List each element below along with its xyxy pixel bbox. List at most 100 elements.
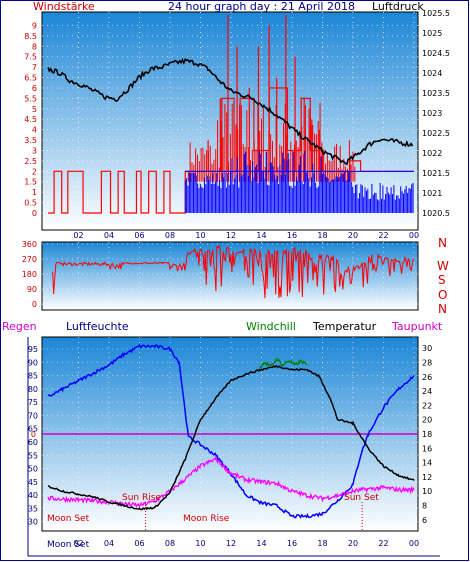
temperature-tick-label: 30 [422,344,432,353]
wind-tick-label: 0 [32,209,37,218]
layer-wind-pressure: 00.511.522.533.544.555.566.577.588.59102… [24,9,450,240]
humidity-tick-label: 60 [28,438,38,447]
temperature-tick-label: 6 [422,516,427,525]
temperature-tick-label: 10 [422,487,432,496]
hour-tick-label: 18 [317,231,327,240]
hour-tick-label-bottom: 06 [134,539,144,548]
hour-tick-label: 04 [104,231,114,240]
wind-tick-label: 8 [32,42,37,51]
wind-tick-label: 5 [32,105,37,114]
wind-gust-line [48,87,414,214]
hour-tick-label-bottom: 04 [104,539,114,548]
hour-tick-label-bottom: 00 [409,539,419,548]
header-wind-label: Windstärke [33,0,95,13]
temperatur-label: Temperatur [312,320,377,333]
humidity-tick-label: 95 [28,345,38,354]
pressure-tick-label: 1023.5 [422,89,450,98]
dir-tick-label: 180 [22,270,37,279]
wind-tick-label: 1 [32,188,37,197]
wind-tick-label: 9 [32,21,37,30]
dir-tick-label: 0 [32,300,37,309]
humidity-tick-label: 65 [28,425,38,434]
panel-wind-pressure [41,11,419,231]
humidity-tick-label: 90 [28,358,38,367]
temperature-tick-label: 20 [422,416,432,425]
humidity-tick-label: 85 [28,372,38,381]
regen-label: Regen [2,320,37,333]
pressure-tick-label: 1022 [422,149,442,158]
humidity-tick-label: 75 [28,398,38,407]
header-title: 24 hour graph day : 21 April 2018 [168,0,355,13]
hour-tick-label-bottom: 10 [195,539,205,548]
wind-tick-label: 6.5 [24,74,37,83]
dir-label-w: W [437,259,449,273]
wind-tick-label: 0.5 [24,199,37,208]
moon-set-bottom-label: Moon Set [47,540,90,550]
dir-label-s: S [438,273,446,287]
temperature-line [47,364,415,511]
dir-tick-label: 270 [22,255,37,264]
hour-tick-label-bottom: 22 [378,539,388,548]
hour-tick-label-bottom: 12 [226,539,236,548]
sun-rise-label: Sun Rise [122,493,161,503]
wind-average-bars [184,150,414,213]
hour-tick-label-bottom: 20 [348,539,358,548]
hour-tick-label: 22 [378,231,388,240]
hour-tick-label-bottom: 08 [165,539,175,548]
taupunkt-label: Taupunkt [391,320,443,333]
hour-tick-label: 10 [195,231,205,240]
temperature-tick-label: 26 [422,373,432,382]
wind-tick-label: 4.5 [24,115,37,124]
wind-tick-label: 7 [32,63,37,72]
dir-label-o: O [438,288,447,302]
dir-tick-label: 360 [22,240,37,249]
layer-temp-humidity: 30 35 40 45 50 55 60 65 70 75 80 85 90 95 6 8 10 12 14 16 18… [28,337,432,548]
pressure-tick-label: 1025 [422,29,442,38]
hour-tick-label-bottom: 16 [287,539,297,548]
hour-tick-label: 12 [226,231,236,240]
hour-tick-label-bottom: 14 [256,539,266,548]
moon-set-label: Moon Set [47,514,90,524]
hour-tick-label: 02 [73,231,83,240]
pressure-tick-label: 1024.5 [422,49,450,58]
panel-wind-direction [41,241,419,311]
dewpoint-line [47,455,415,509]
pressure-line [47,57,414,166]
humidity-tick-label: 35 [28,504,38,513]
pressure-tick-label: 1023 [422,109,442,118]
layer-wind-direction: 0 90 180 270 360 [22,240,418,310]
pressure-tick-label: 1024 [422,69,442,78]
humidity-tick-label: 30 [28,518,38,527]
hour-tick-label: 00 [409,231,419,240]
wind-direction-line [52,244,414,299]
temperature-tick-label: 22 [422,401,432,410]
temperature-tick-label: 28 [422,358,432,367]
rain-tick-label: 0 [31,430,36,439]
wind-gust-dense [187,102,356,182]
windchill-label: Windchill [246,320,296,333]
hour-tick-label: 20 [348,231,358,240]
pressure-tick-label: 1020.5 [422,209,450,218]
hour-tick-label: 14 [256,231,266,240]
humidity-tick-label: 45 [28,478,38,487]
temperature-tick-label: 24 [422,387,432,396]
humidity-tick-label: 55 [28,451,38,460]
wind-tick-label: 3.5 [24,136,37,145]
sun-set-label: Sun Set [344,493,379,503]
hour-tick-label-bottom: 18 [317,539,327,548]
hour-tick-label-bottom: 02 [73,539,83,548]
wind-tick-label: 4 [32,126,37,135]
temperature-tick-label: 8 [422,502,427,511]
dir-label-n-top: N [438,236,447,250]
temperature-tick-label: 16 [422,444,432,453]
humidity-tick-label: 70 [28,411,38,420]
hour-tick-label: 16 [287,231,297,240]
wind-tick-label: 3 [32,146,37,155]
humidity-line [47,343,415,519]
pressure-tick-label: 1021 [422,189,442,198]
wind-tick-label: 2.5 [24,157,37,166]
hour-tick-label: 08 [165,231,175,240]
temperature-tick-label: 18 [422,430,432,439]
